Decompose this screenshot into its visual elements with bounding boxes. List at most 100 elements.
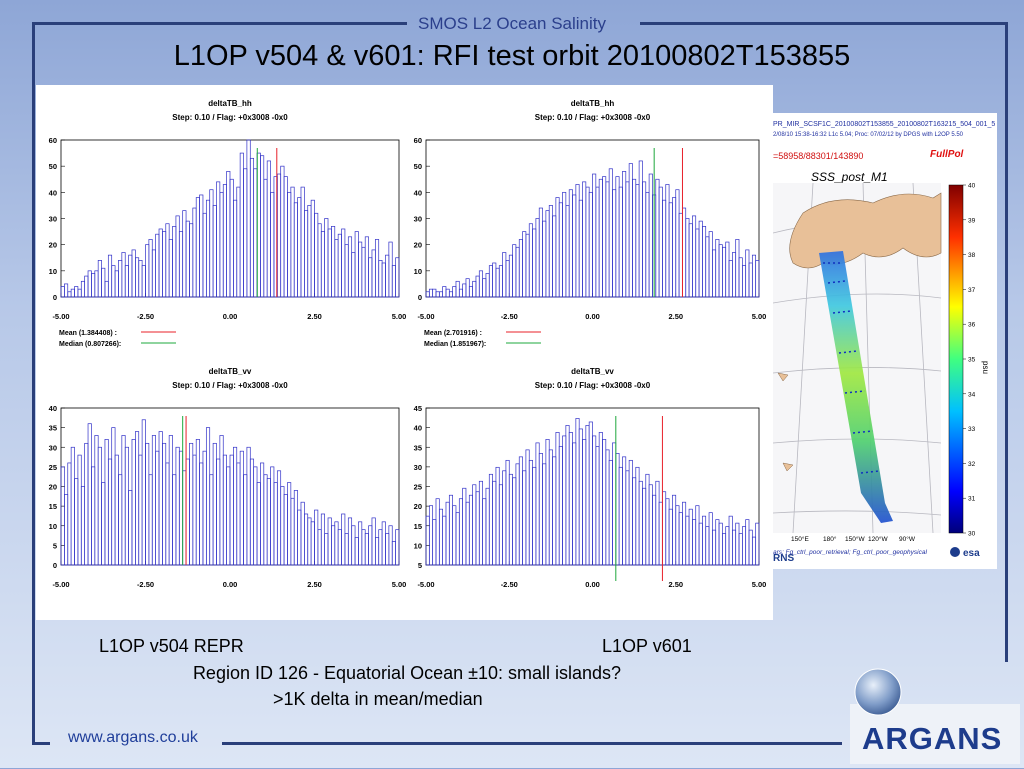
frame-right [1005,22,1008,662]
map-mode: FullPol [930,149,964,160]
y-tick-label: 40 [414,188,422,197]
colorbar-tick-label: 33 [968,426,976,433]
legend-label: Median (0.807266): [59,341,121,348]
map-title: SSS_post_M1 [811,170,888,184]
y-tick-label: 15 [49,502,57,511]
y-tick-label: 30 [49,215,57,224]
frame-top-right [640,22,1008,25]
colorbar-tick-label: 38 [968,252,976,259]
colorbar [948,184,964,534]
map-header-line1: PR_MIR_SCSF1C_20100802T153855_20100802T1… [773,121,995,128]
frame-top-left [32,22,407,25]
chart-title: deltaTB_vv [571,367,614,376]
slide-title: L1OP v504 & v601: RFI test orbit 2010080… [173,40,851,72]
y-tick-label: 20 [49,241,57,250]
argans-logo: ARGANS [850,668,1020,764]
x-tick-label: -5.00 [417,580,434,589]
longitude-labels: 150°E 180° 150°W 120°W 90°W [791,535,916,543]
longitude-label: 120°W [868,535,888,543]
esa-label: esa [963,548,980,559]
histogram-bar [755,260,760,298]
colorbar-tick-label: 31 [968,496,976,503]
histogram-2: deltaTB_hh Step: 0.10 / Flag: +0x3008 -0x… [414,99,767,348]
x-tick-label: -2.50 [501,580,518,589]
colorbar-tick-label: 30 [968,531,976,538]
colorbar-tick-label: 32 [968,461,976,468]
histogram-4: deltaTB_vv Step: 0.10 / Flag: +0x3008 -0x… [414,367,767,589]
y-tick-label: 25 [414,483,422,492]
y-tick-label: 30 [414,215,422,224]
chart-subtitle: Step: 0.10 / Flag: +0x3008 -0x0 [535,113,651,122]
y-tick-label: 30 [49,443,57,452]
caption-delta: >1K delta in mean/median [273,689,483,709]
colorbar-tick-label: 40 [968,183,976,190]
chart-subtitle: Step: 0.10 / Flag: +0x3008 -0x0 [172,113,288,122]
colorbar-tick-label: 37 [968,287,976,294]
y-tick-label: 45 [414,404,422,413]
globe-icon [854,668,902,716]
histogram-1: deltaTB_hh Step: 0.10 / Flag: +0x3008 -0x… [49,99,407,348]
swath-speckle [823,262,880,474]
x-tick-label: -5.00 [52,312,69,321]
x-tick-label: 5.00 [392,580,407,589]
y-tick-label: 40 [49,404,57,413]
landmass-islands [777,372,794,472]
colorbar-tick-label: 36 [968,322,976,329]
x-tick-label: -5.00 [417,312,434,321]
y-tick-label: 25 [49,463,57,472]
y-tick-label: 50 [414,162,422,171]
y-tick-label: 20 [414,502,422,511]
histogram-bar [64,283,69,298]
map-counts: =58958/88301/143890 [773,151,863,161]
x-tick-label: -2.50 [137,580,154,589]
x-tick-label: -5.00 [52,580,69,589]
legend-label: Mean (2.701916) : [424,330,482,337]
logo-text: ARGANS [862,721,1002,756]
footer-url-link[interactable]: www.argans.co.uk [68,729,198,746]
caption-left: L1OP v504 REPR [99,636,244,656]
y-tick-label: 0 [53,561,57,570]
y-tick-label: 50 [49,162,57,171]
x-tick-label: 5.00 [392,312,407,321]
y-tick-label: 15 [414,522,422,531]
histogram-bar [755,522,760,566]
chart-title: deltaTB_hh [208,99,252,108]
y-tick-label: 10 [49,267,57,276]
x-tick-label: -2.50 [137,312,154,321]
frame-bottom-left [32,742,50,745]
y-tick-label: 10 [414,541,422,550]
y-tick-label: 20 [414,241,422,250]
y-tick-label: 5 [53,541,57,550]
y-tick-label: 5 [418,561,422,570]
longitude-label: 150°W [845,535,865,543]
colorbar-tick-label: 35 [968,357,976,364]
slide-header: SMOS L2 Ocean Salinity [417,14,607,33]
legend-label: Median (1.851967): [424,341,486,348]
esa-logo-icon [950,547,960,557]
x-tick-label: 5.00 [752,580,767,589]
caption-region: Region ID 126 - Equatorial Ocean ±10: sm… [192,663,622,683]
y-tick-label: 10 [414,267,422,276]
map-panel: PR_MIR_SCSF1C_20100802T153855_20100802T1… [772,113,997,569]
chart-title: deltaTB_hh [571,99,615,108]
y-tick-label: 40 [49,188,57,197]
y-tick-label: 20 [49,483,57,492]
y-tick-label: 60 [49,136,57,145]
x-tick-label: 2.50 [307,312,322,321]
map-clipped-label: RNS [773,553,795,564]
longitude-label: 90°W [899,535,916,543]
longitude-label: 180° [823,535,837,543]
histogram-3: deltaTB_vv Step: 0.10 / Flag: +0x3008 -0x… [49,367,407,589]
y-tick-label: 0 [418,293,422,302]
chart-subtitle: Step: 0.10 / Flag: +0x3008 -0x0 [172,381,288,390]
x-tick-label: -2.50 [501,312,518,321]
x-tick-label: 5.00 [752,312,767,321]
histogram-bar [395,257,400,298]
legend-label: Mean (1.384408) : [59,330,117,337]
y-tick-label: 40 [414,424,422,433]
frame-left [32,22,35,744]
x-tick-label: 2.50 [307,580,322,589]
y-tick-label: 60 [414,136,422,145]
landmass-alaska [789,192,942,269]
histogram-bar [395,529,400,566]
